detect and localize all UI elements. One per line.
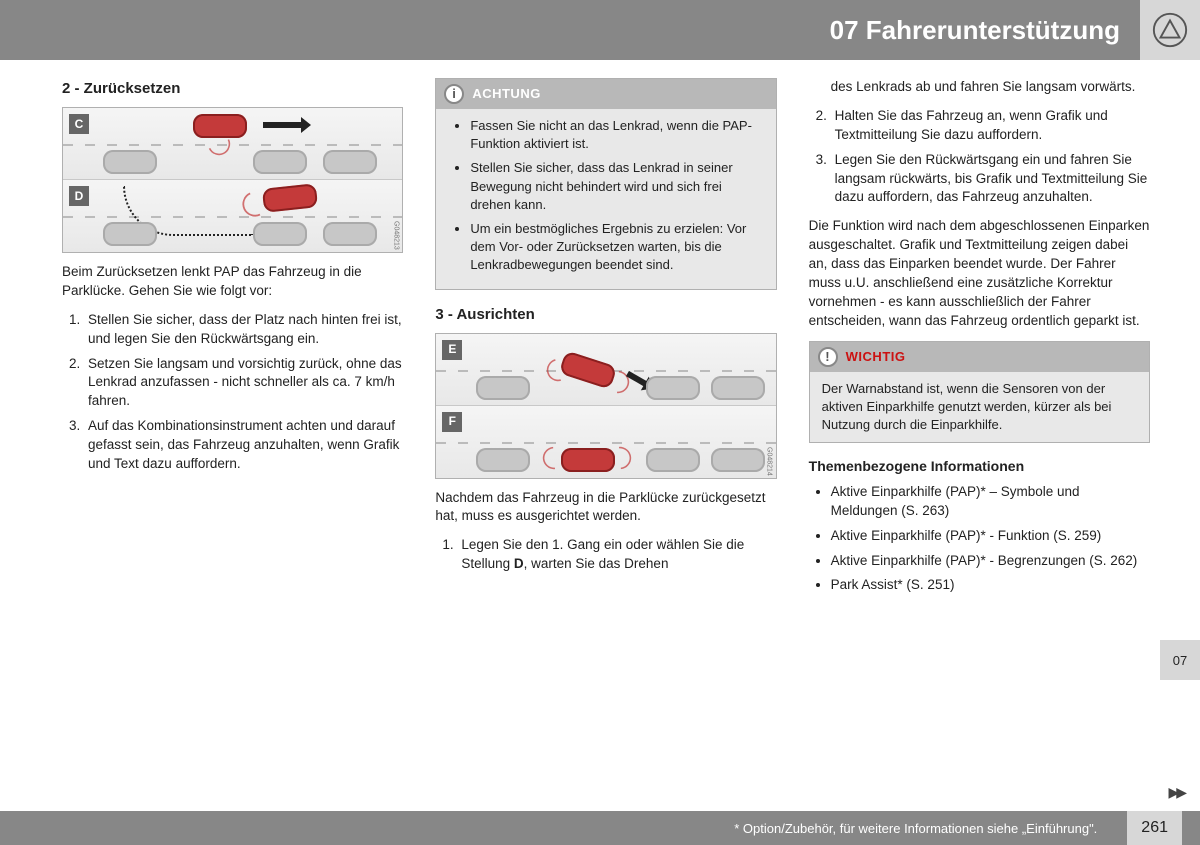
step-item: Legen Sie den Rückwärtsgang ein und fahr… <box>831 151 1150 208</box>
steps-list: Stellen Sie sicher, dass der Platz nach … <box>62 311 403 474</box>
step-item: Auf das Kombinationsinstrument achten un… <box>84 417 403 474</box>
row-label: F <box>442 412 462 432</box>
arrow-right-icon <box>626 370 648 386</box>
parked-car-icon <box>711 448 765 472</box>
column-1: 2 - Zurücksetzen C D G0 <box>62 78 403 795</box>
bullet-item: Stellen Sie sicher, dass das Lenkrad in … <box>470 159 763 214</box>
diagram-row-c: C <box>63 108 402 180</box>
parked-car-icon <box>253 150 307 174</box>
steps-list: Legen Sie den 1. Gang ein oder wählen Si… <box>435 536 776 574</box>
ego-car-icon <box>561 448 615 472</box>
related-item: Aktive Einparkhilfe (PAP)* - Begrenzunge… <box>831 552 1150 571</box>
section-heading-2: 2 - Zurücksetzen <box>62 78 403 99</box>
step-item: Legen Sie den 1. Gang ein oder wählen Si… <box>457 536 776 574</box>
page-number: 261 <box>1127 811 1182 845</box>
intro-paragraph: Nachdem das Fahrzeug in die Parklücke zu… <box>435 489 776 527</box>
page-footer: * Option/Zubehör, für weitere Informatio… <box>0 811 1200 845</box>
step-item: Setzen Sie langsam und vorsichtig zurück… <box>84 355 403 412</box>
callout-header: ! WICHTIG <box>810 342 1149 372</box>
callout-label: ACHTUNG <box>472 85 541 103</box>
column-2: i ACHTUNG Fassen Sie nicht an das Lenkra… <box>435 78 776 795</box>
parked-car-icon <box>103 222 157 246</box>
bullet-item: Um ein bestmögliches Ergebnis zu erziele… <box>470 220 763 275</box>
arrow-right-icon <box>263 122 303 128</box>
wichtig-callout: ! WICHTIG Der Warnabstand ist, wenn die … <box>809 341 1150 444</box>
image-code: G048214 <box>764 447 774 476</box>
info-icon: i <box>444 84 464 104</box>
page-content: 2 - Zurücksetzen C D G0 <box>62 78 1150 795</box>
achtung-callout: i ACHTUNG Fassen Sie nicht an das Lenkra… <box>435 78 776 290</box>
diagram-row-f: F G048214 <box>436 406 775 478</box>
related-item: Aktive Einparkhilfe (PAP)* - Funktion (S… <box>831 527 1150 546</box>
image-code: G048213 <box>391 221 401 250</box>
parked-car-icon <box>476 376 530 400</box>
related-item: Park Assist* (S. 251) <box>831 576 1150 595</box>
paragraph: Die Funktion wird nach dem abgeschlossen… <box>809 217 1150 330</box>
alert-icon: ! <box>818 347 838 367</box>
related-item: Aktive Einparkhilfe (PAP)* – Symbole und… <box>831 483 1150 521</box>
warning-triangle-icon <box>1151 11 1189 49</box>
parked-car-icon <box>646 448 700 472</box>
chapter-number: 07 <box>830 15 859 45</box>
diagram-row-d: D G048213 <box>63 180 402 252</box>
callout-body: Der Warnabstand ist, wenn die Sensoren v… <box>810 372 1149 443</box>
callout-label: WICHTIG <box>846 348 906 366</box>
continue-indicator-icon: ▶▶ <box>1168 784 1184 801</box>
footer-note: * Option/Zubehör, für weitere Informatio… <box>734 821 1097 836</box>
diagram-align: E F G048214 <box>435 333 776 479</box>
chapter-header: 07 Fahrerunterstützung <box>0 0 1200 60</box>
parked-car-icon <box>103 150 157 174</box>
parked-car-icon <box>711 376 765 400</box>
parked-car-icon <box>323 222 377 246</box>
intro-paragraph: Beim Zurücksetzen lenkt PAP das Fahrzeug… <box>62 263 403 301</box>
side-chapter-tab: 07 <box>1160 640 1200 680</box>
section-heading-3: 3 - Ausrichten <box>435 304 776 325</box>
callout-header: i ACHTUNG <box>436 79 775 109</box>
related-list: Aktive Einparkhilfe (PAP)* – Symbole und… <box>809 483 1150 595</box>
row-label: E <box>442 340 462 360</box>
bullet-item: Fassen Sie nicht an das Lenkrad, wenn di… <box>470 117 763 153</box>
chapter-name: Fahrerunterstützung <box>866 15 1120 45</box>
continuation-text: des Lenkrads ab und fahren Sie langsam v… <box>809 78 1150 97</box>
parked-car-icon <box>646 376 700 400</box>
chapter-icon-box <box>1140 0 1200 60</box>
gear-d-bold: D <box>514 556 524 571</box>
chapter-title: 07 Fahrerunterstützung <box>830 15 1120 46</box>
parked-car-icon <box>253 222 307 246</box>
step-text: , warten Sie das Drehen <box>524 556 669 571</box>
callout-body: Fassen Sie nicht an das Lenkrad, wenn di… <box>436 109 775 289</box>
step-item: Halten Sie das Fahrzeug an, wenn Grafik … <box>831 107 1150 145</box>
step-item: Stellen Sie sicher, dass der Platz nach … <box>84 311 403 349</box>
row-label: D <box>69 186 89 206</box>
column-3: des Lenkrads ab und fahren Sie langsam v… <box>809 78 1150 795</box>
parked-car-icon <box>476 448 530 472</box>
parked-car-icon <box>323 150 377 174</box>
ego-car-icon <box>262 183 318 213</box>
diagram-reversing: C D G048213 <box>62 107 403 253</box>
diagram-row-e: E <box>436 334 775 406</box>
steps-list: Halten Sie das Fahrzeug an, wenn Grafik … <box>809 107 1150 207</box>
row-label: C <box>69 114 89 134</box>
related-heading: Themenbezogene Informationen <box>809 457 1150 477</box>
